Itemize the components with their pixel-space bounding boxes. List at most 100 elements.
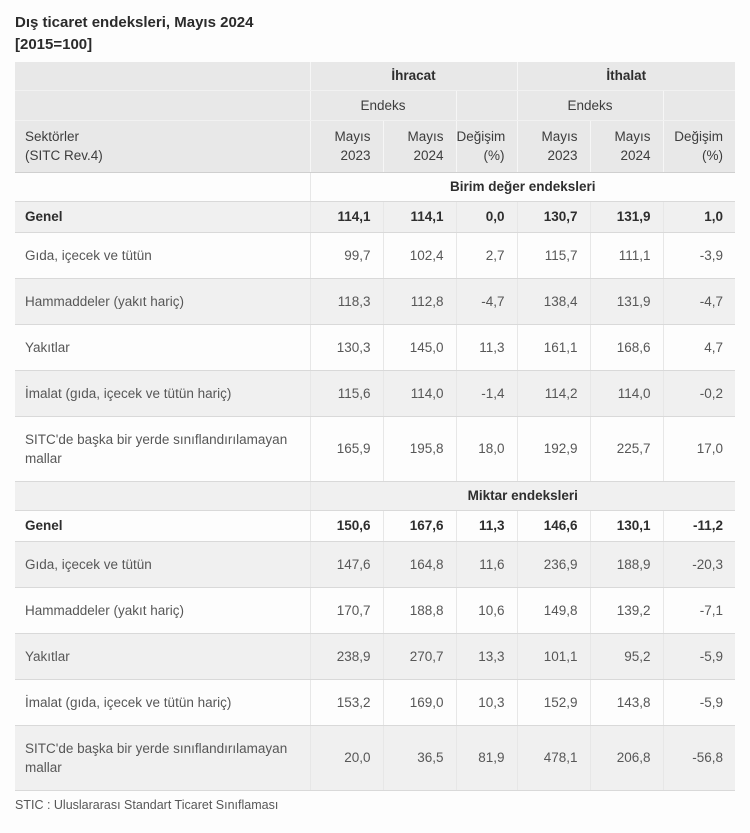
section-header-row: Birim değer endeksleri [15,172,735,202]
value-cell: 95,2 [589,633,663,680]
value-cell: 195,8 [382,416,456,482]
table-header: İhracat İthalat Endeks Endeks Sektörler … [15,62,735,173]
value-cell: -3,9 [662,232,735,279]
value-cell: 149,8 [516,587,590,634]
value-cell: 270,7 [382,633,456,680]
table-row: Gıda, içecek ve tütün 147,6 164,8 11,6 236,9… [15,541,735,588]
trade-index-table: İhracat İthalat Endeks Endeks Sektörler … [15,62,735,791]
page-subtitle: [2015=100] [15,36,93,53]
table-row: SITC'de başka bir yerde sınıflandırılama… [15,725,735,791]
value-cell: -7,1 [662,587,735,634]
header-endeks-exports: Endeks [309,90,456,121]
row-label: İmalat (gıda, içecek ve tütün hariç) [15,679,310,726]
value-cell: 20,0 [309,725,383,791]
column-header-bottom: 2023 [340,148,371,163]
row-label: Hammaddeler (yakıt hariç) [15,587,310,634]
value-cell: 111,1 [589,232,663,279]
value-cell: 13,3 [455,633,517,680]
row-label: Yakıtlar [15,324,310,371]
header-sectors-line2: (SITC Rev.4) [25,148,103,163]
table-row: Hammaddeler (yakıt hariç) 170,7 188,8 10,6 1… [15,587,735,634]
table-row: Hammaddeler (yakıt hariç) 118,3 112,8 -4,7 1… [15,278,735,325]
value-cell: -20,3 [662,541,735,588]
column-header-bottom: 2023 [547,148,578,163]
row-label: İmalat (gıda, içecek ve tütün hariç) [15,370,310,417]
value-cell: 165,9 [309,416,383,482]
header-subgroup-row: Endeks Endeks [15,90,735,121]
column-header-2: Değişim (%) [455,120,517,173]
value-cell: 167,6 [382,510,456,542]
header-blank-imports-change [662,90,735,121]
column-header-4: Mayıs 2024 [589,120,663,173]
value-cell: 206,8 [589,725,663,791]
value-cell: 112,8 [382,278,456,325]
table-row: Gıda, içecek ve tütün 99,7 102,4 2,7 115,7 11… [15,232,735,279]
value-cell: -56,8 [662,725,735,791]
row-label: SITC'de başka bir yerde sınıflandırılama… [15,416,310,482]
value-cell: 143,8 [589,679,663,726]
value-cell: 10,6 [455,587,517,634]
value-cell: 114,2 [516,370,590,417]
value-cell: 236,9 [516,541,590,588]
value-cell: 138,4 [516,278,590,325]
value-cell: 114,1 [382,201,456,233]
column-header-bottom: 2024 [620,148,651,163]
value-cell: 225,7 [589,416,663,482]
section-header-blank [15,481,310,511]
value-cell: 170,7 [309,587,383,634]
value-cell: 114,1 [309,201,383,233]
value-cell: 150,6 [309,510,383,542]
row-label: Gıda, içecek ve tütün [15,541,310,588]
row-label: Genel [15,201,310,233]
table-body: Birim değer endeksleri Genel 114,1 114,1 0,0… [15,172,735,791]
value-cell: 188,8 [382,587,456,634]
value-cell: 81,9 [455,725,517,791]
section-title: Miktar endeksleri [309,481,735,511]
table-row: Yakıtlar 238,9 270,7 13,3 101,1 95,2 -5,9 [15,633,735,680]
value-cell: 0,0 [455,201,517,233]
value-cell: 130,1 [589,510,663,542]
value-cell: 10,3 [455,679,517,726]
table-row: SITC'de başka bir yerde sınıflandırılama… [15,416,735,482]
value-cell: 147,6 [309,541,383,588]
row-label: Gıda, içecek ve tütün [15,232,310,279]
value-cell: 99,7 [309,232,383,279]
value-cell: 2,7 [455,232,517,279]
value-cell: 115,7 [516,232,590,279]
value-cell: -0,2 [662,370,735,417]
value-cell: 153,2 [309,679,383,726]
section-header-blank [15,172,310,202]
value-cell: 146,6 [516,510,590,542]
value-cell: 114,0 [382,370,456,417]
value-cell: 17,0 [662,416,735,482]
value-cell: 4,7 [662,324,735,371]
column-header-top: Mayıs [334,129,371,144]
value-cell: 118,3 [309,278,383,325]
row-label: Yakıtlar [15,633,310,680]
value-cell: 169,0 [382,679,456,726]
value-cell: 192,9 [516,416,590,482]
column-header-bottom: 2024 [413,148,444,163]
column-header-top: Mayıs [614,129,651,144]
value-cell: -4,7 [662,278,735,325]
value-cell: 188,9 [589,541,663,588]
value-cell: 11,3 [455,510,517,542]
value-cell: 130,7 [516,201,590,233]
table-row: İmalat (gıda, içecek ve tütün hariç) 115,… [15,370,735,417]
value-cell: 101,1 [516,633,590,680]
value-cell: 164,8 [382,541,456,588]
column-header-top: Mayıs [407,129,444,144]
value-cell: 139,2 [589,587,663,634]
column-header-5: Değişim (%) [662,120,735,173]
column-header-0: Mayıs 2023 [309,120,383,173]
row-label: SITC'de başka bir yerde sınıflandırılama… [15,725,310,791]
table-row: İmalat (gıda, içecek ve tütün hariç) 153,… [15,679,735,726]
value-cell: -5,9 [662,633,735,680]
footnote: STIC : Uluslararası Standart Ticaret Sın… [15,797,279,812]
value-cell: -1,4 [455,370,517,417]
value-cell: 131,9 [589,278,663,325]
header-group-row: İhracat İthalat [15,62,735,91]
page-title: Dış ticaret endeksleri, Mayıs 2024 [15,14,254,31]
value-cell: 478,1 [516,725,590,791]
